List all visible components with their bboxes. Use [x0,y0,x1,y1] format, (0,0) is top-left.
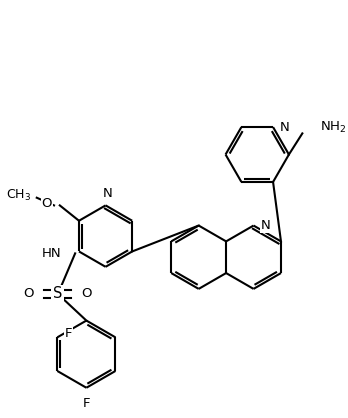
Text: O: O [81,287,92,300]
Text: N: N [260,219,270,232]
Text: NH$_2$: NH$_2$ [319,120,346,135]
Text: S: S [53,286,62,301]
Text: HN: HN [42,247,62,260]
Text: F: F [65,327,72,340]
Text: O: O [23,287,34,300]
Text: CH$_3$: CH$_3$ [6,188,31,203]
Text: N: N [280,120,290,134]
Text: O: O [42,197,52,210]
Text: F: F [82,398,90,410]
Text: N: N [103,186,112,200]
